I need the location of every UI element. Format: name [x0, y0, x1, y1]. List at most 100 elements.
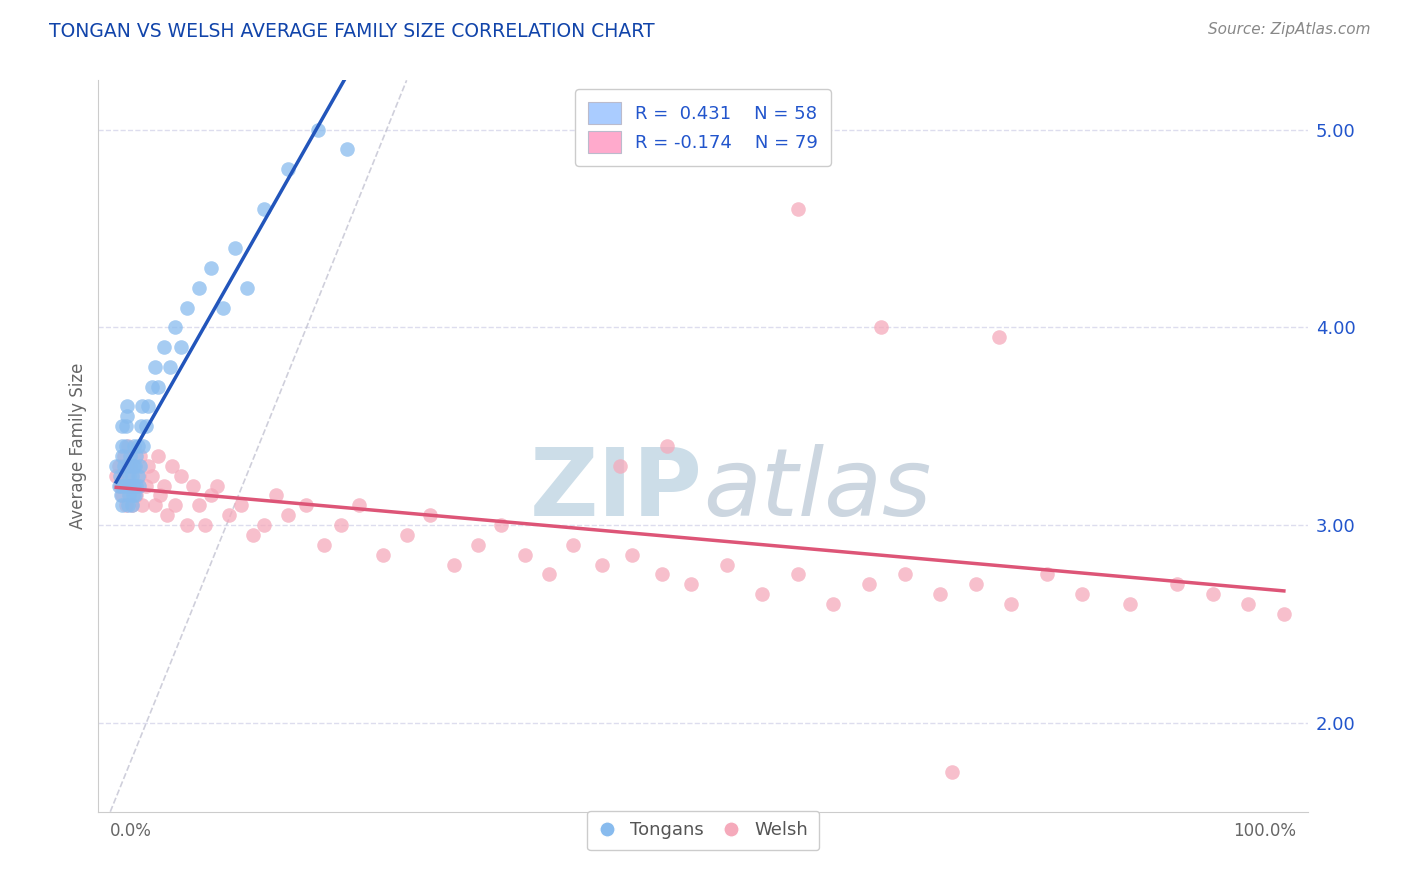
- Point: [277, 508, 299, 523]
- Point: [941, 765, 963, 780]
- Point: [131, 400, 153, 414]
- Text: Source: ZipAtlas.com: Source: ZipAtlas.com: [1208, 22, 1371, 37]
- Point: [114, 478, 136, 492]
- Point: [114, 419, 136, 434]
- Point: [108, 478, 131, 492]
- Point: [120, 478, 142, 492]
- Point: [224, 241, 246, 255]
- Point: [823, 597, 845, 611]
- Point: [751, 587, 773, 601]
- Point: [156, 508, 179, 523]
- Point: [170, 468, 193, 483]
- Point: [125, 449, 148, 463]
- Point: [188, 498, 211, 512]
- Point: [194, 518, 217, 533]
- Point: [152, 478, 174, 492]
- Point: [1000, 597, 1022, 611]
- Point: [141, 468, 163, 483]
- Point: [115, 468, 138, 483]
- Point: [111, 419, 134, 434]
- Point: [122, 478, 145, 492]
- Point: [146, 380, 169, 394]
- Point: [1119, 597, 1142, 611]
- Point: [371, 548, 394, 562]
- Point: [129, 419, 152, 434]
- Point: [200, 261, 222, 276]
- Point: [118, 468, 141, 483]
- Point: [253, 518, 276, 533]
- Point: [336, 143, 359, 157]
- Point: [188, 281, 211, 295]
- Point: [105, 458, 128, 473]
- Point: [395, 528, 418, 542]
- Point: [786, 202, 808, 216]
- Text: ZIP: ZIP: [530, 444, 703, 536]
- Point: [110, 488, 132, 502]
- Point: [127, 439, 149, 453]
- Point: [128, 468, 150, 483]
- Y-axis label: Average Family Size: Average Family Size: [69, 363, 87, 529]
- Point: [108, 468, 131, 483]
- Point: [295, 498, 318, 512]
- Point: [170, 340, 193, 354]
- Point: [467, 538, 489, 552]
- Point: [347, 498, 370, 512]
- Point: [121, 488, 143, 502]
- Point: [107, 458, 129, 473]
- Point: [929, 587, 952, 601]
- Point: [131, 498, 153, 512]
- Text: TONGAN VS WELSH AVERAGE FAMILY SIZE CORRELATION CHART: TONGAN VS WELSH AVERAGE FAMILY SIZE CORR…: [49, 22, 655, 41]
- Point: [165, 498, 187, 512]
- Point: [330, 518, 353, 533]
- Point: [117, 498, 139, 512]
- Point: [965, 577, 987, 591]
- Point: [115, 409, 138, 424]
- Point: [181, 478, 204, 492]
- Point: [117, 478, 139, 492]
- Point: [136, 400, 159, 414]
- Point: [205, 478, 228, 492]
- Point: [869, 320, 891, 334]
- Point: [121, 468, 143, 483]
- Point: [858, 577, 880, 591]
- Point: [132, 439, 155, 453]
- Point: [443, 558, 465, 572]
- Point: [609, 458, 631, 473]
- Point: [786, 567, 808, 582]
- Point: [893, 567, 915, 582]
- Point: [120, 458, 142, 473]
- Text: 0.0%: 0.0%: [110, 822, 152, 839]
- Point: [120, 449, 142, 463]
- Point: [118, 488, 141, 502]
- Point: [1202, 587, 1225, 601]
- Point: [159, 359, 181, 374]
- Point: [129, 449, 152, 463]
- Point: [1166, 577, 1188, 591]
- Point: [114, 449, 136, 463]
- Point: [114, 458, 136, 473]
- Point: [114, 439, 136, 453]
- Point: [1272, 607, 1295, 621]
- Point: [125, 488, 148, 502]
- Point: [128, 478, 150, 492]
- Point: [419, 508, 441, 523]
- Point: [107, 478, 129, 492]
- Point: [988, 330, 1011, 344]
- Point: [129, 458, 152, 473]
- Point: [121, 458, 143, 473]
- Point: [253, 202, 276, 216]
- Point: [125, 478, 148, 492]
- Point: [491, 518, 513, 533]
- Point: [200, 488, 222, 502]
- Point: [212, 301, 235, 315]
- Point: [105, 468, 128, 483]
- Point: [124, 458, 146, 473]
- Point: [141, 380, 163, 394]
- Point: [127, 468, 149, 483]
- Point: [264, 488, 287, 502]
- Point: [515, 548, 537, 562]
- Point: [143, 498, 166, 512]
- Point: [277, 162, 299, 177]
- Point: [537, 567, 560, 582]
- Point: [716, 558, 738, 572]
